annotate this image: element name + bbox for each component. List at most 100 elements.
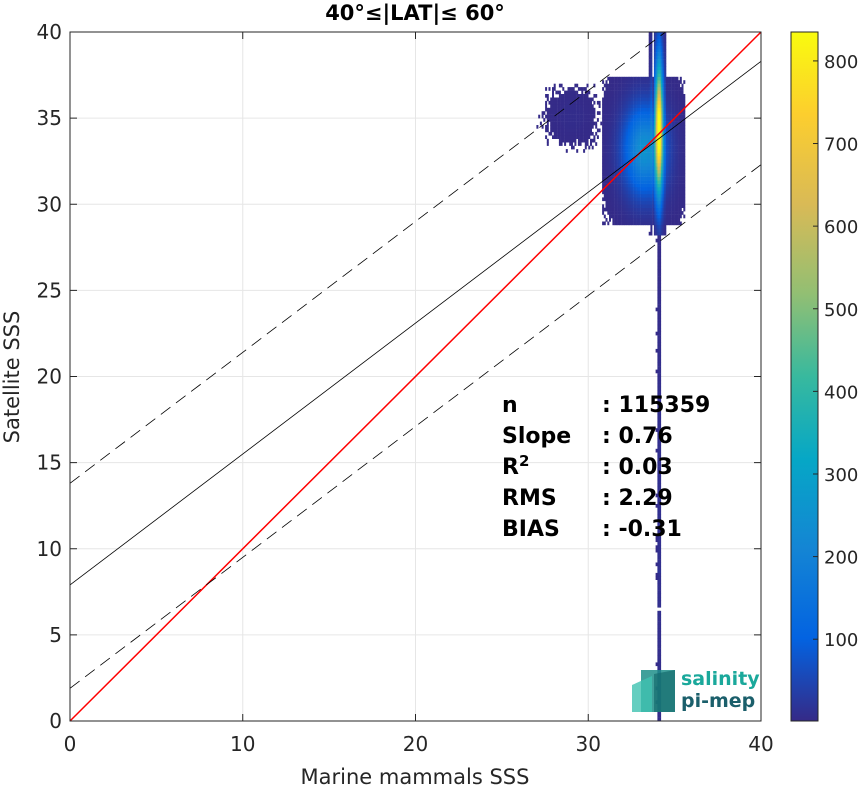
heat-cell (633, 204, 636, 208)
heat-cell (667, 128, 670, 133)
heat-cell (657, 207, 660, 212)
heat-cell (638, 83, 641, 88)
heat-cell (657, 286, 660, 291)
heat-cell (672, 142, 675, 146)
heat-cell (657, 493, 660, 498)
heat-cell (624, 204, 627, 208)
heat-cell (669, 142, 672, 146)
heat-cell (631, 94, 634, 98)
heat-cell (614, 190, 617, 195)
heat-cell (555, 121, 558, 126)
heat-cell (647, 90, 649, 95)
heat-cell (636, 104, 639, 108)
heat-cell (577, 138, 580, 143)
heat-cell (593, 83, 596, 88)
heat-cell (641, 187, 644, 191)
heat-cell (657, 276, 660, 281)
heat-cell (662, 73, 665, 77)
heat-cell (648, 69, 651, 74)
heat-cell (622, 100, 625, 105)
heat-cell (657, 73, 660, 77)
heat-cell (558, 135, 561, 139)
heat-cell (610, 204, 613, 208)
heat-cell (546, 142, 549, 146)
heat-cell (648, 211, 651, 215)
heat-cell (628, 87, 630, 91)
heat-cell (653, 73, 656, 77)
heat-cell (664, 156, 667, 160)
heat-cell (641, 193, 644, 198)
heat-cell (612, 156, 615, 160)
heat-cell (659, 121, 662, 126)
heat-cell (636, 162, 639, 167)
heat-cell (655, 535, 658, 539)
heat-cell (652, 180, 655, 184)
heat-cell (626, 221, 629, 226)
heat-cell (588, 135, 591, 139)
heat-cell (659, 218, 662, 222)
heat-cell (619, 173, 622, 177)
heat-cell (610, 207, 613, 212)
heat-cell (609, 131, 611, 136)
heat-cell (560, 97, 563, 102)
heat-cell (641, 83, 644, 88)
logo-line1: salinity (681, 668, 760, 690)
heat-cell (634, 187, 637, 191)
heat-cell (657, 156, 660, 160)
heat-cell (628, 156, 630, 160)
heat-cell (672, 121, 675, 126)
heat-cell (659, 280, 662, 284)
heat-cell (631, 104, 634, 108)
heat-cell (657, 710, 660, 715)
heat-cell (657, 631, 660, 636)
heat-cell (626, 204, 629, 208)
heat-cell (643, 211, 646, 215)
heat-cell (662, 152, 665, 157)
heat-cell (552, 118, 554, 122)
heat-cell (666, 94, 668, 98)
heat-cell (662, 162, 665, 167)
heat-cell (645, 114, 648, 119)
heat-cell (641, 121, 644, 126)
heat-cell (636, 187, 639, 191)
heat-cell (662, 169, 665, 174)
heat-cell (645, 80, 648, 84)
heat-cell (581, 111, 584, 115)
heat-cell (591, 125, 594, 129)
heat-cell (659, 66, 662, 71)
heat-cell (667, 176, 670, 181)
heat-cell (629, 125, 632, 129)
heat-cell (676, 125, 679, 129)
x-axis-label: Marine mammals SSS (301, 765, 530, 786)
heat-cell (586, 131, 589, 136)
heat-cell (572, 114, 575, 119)
heat-cell (621, 97, 624, 102)
heat-cell (641, 90, 644, 95)
heat-cell (622, 207, 625, 212)
heat-cell (546, 94, 549, 98)
heat-cell (633, 187, 636, 191)
heat-cell (603, 169, 606, 174)
heat-cell (572, 107, 575, 112)
heat-cell (653, 187, 656, 191)
heat-cell (579, 118, 582, 122)
heat-cell (569, 125, 572, 129)
heat-cell (679, 107, 682, 112)
heat-cell (657, 59, 660, 64)
heat-cell (638, 156, 641, 160)
heat-cell (636, 107, 639, 112)
heat-cell (603, 156, 606, 160)
heat-cell (638, 180, 641, 184)
heat-cell (679, 207, 682, 212)
heat-cell (564, 90, 567, 95)
heat-cell (621, 176, 624, 181)
heat-cell (572, 121, 575, 126)
heat-cell (610, 142, 613, 146)
heat-cell (622, 149, 625, 153)
heat-cell (624, 104, 627, 108)
heat-cell (678, 118, 681, 122)
heat-cell (660, 118, 663, 122)
heat-cell (679, 114, 682, 119)
heat-cell (641, 214, 644, 219)
heat-cell (679, 193, 682, 198)
